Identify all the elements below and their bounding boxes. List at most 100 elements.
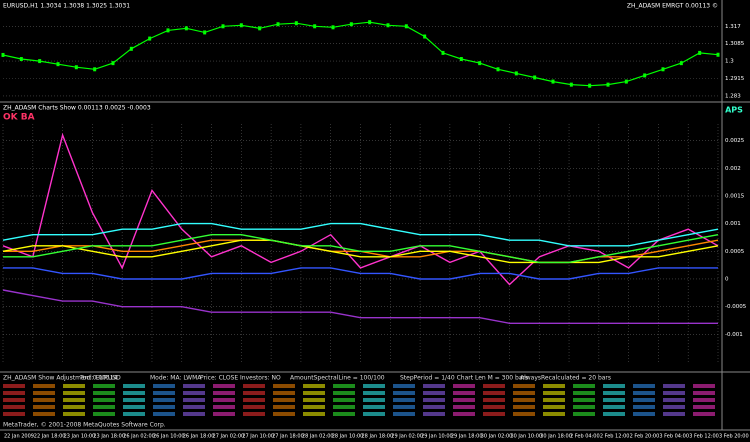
candle xyxy=(661,67,665,72)
table-cell xyxy=(3,405,25,409)
candle xyxy=(478,61,482,66)
y-tick-label: 0.0005 xyxy=(725,249,745,255)
table-cell xyxy=(213,412,235,416)
table-cell xyxy=(33,391,55,395)
table-cell xyxy=(333,412,355,416)
indicator-tag: APS xyxy=(725,106,743,115)
table-cell xyxy=(303,391,325,395)
candle xyxy=(423,34,427,39)
table-cell xyxy=(363,384,385,388)
candle xyxy=(386,23,390,28)
y-tick-label: 1.283 xyxy=(725,93,741,99)
table-cell xyxy=(363,391,385,395)
table-cell xyxy=(423,384,445,388)
table-cell xyxy=(543,398,565,402)
table-cell xyxy=(333,398,355,402)
table-header: Mode: MA: LWMA xyxy=(150,375,202,382)
price-title: EURUSD,H1 1.3034 1.3038 1.3025 1.3031 xyxy=(3,3,130,10)
table-header: Tool: EURUSD xyxy=(79,375,121,382)
candle xyxy=(93,67,97,72)
candle xyxy=(551,79,555,84)
x-tick-label: 29 Jan 10:00 xyxy=(421,434,453,440)
table-cell xyxy=(513,391,535,395)
data-line xyxy=(2,222,719,247)
x-tick-label: 30 Jan 18:00 xyxy=(540,434,572,440)
table-cell xyxy=(93,384,115,388)
table-cell xyxy=(513,398,535,402)
table-cell xyxy=(573,405,595,409)
x-tick-label: 2 Feb 20:00 xyxy=(630,434,660,440)
table-cell xyxy=(543,384,565,388)
table-cell xyxy=(273,391,295,395)
table-cell xyxy=(573,412,595,416)
table-cell xyxy=(423,405,445,409)
table-cell xyxy=(153,391,175,395)
table-cell xyxy=(33,384,55,388)
table-cell xyxy=(483,412,505,416)
table-cell xyxy=(693,391,715,395)
table-cell xyxy=(633,412,655,416)
x-tick-label: 26 Jan 02:00 xyxy=(123,434,155,440)
table-cell xyxy=(303,398,325,402)
table-cell xyxy=(303,405,325,409)
table-cell xyxy=(33,412,55,416)
table-cell xyxy=(303,384,325,388)
table-cell xyxy=(123,398,145,402)
x-tick-label: 27 Jan 18:00 xyxy=(272,434,304,440)
table-cell xyxy=(513,405,535,409)
table-cell xyxy=(213,398,235,402)
y-tick-label: 0.0015 xyxy=(725,193,745,199)
x-tick-label: 28 Jan 18:00 xyxy=(362,434,394,440)
table-cell xyxy=(603,384,625,388)
table-cell xyxy=(153,384,175,388)
price-indicator: ZH_ADASM EMRGT 0.00113 © xyxy=(627,3,718,10)
indicator-tag: OK BA xyxy=(3,113,35,123)
candle xyxy=(404,24,408,29)
table-cell xyxy=(3,391,25,395)
candle xyxy=(294,21,298,26)
candle xyxy=(349,22,353,27)
table-cell xyxy=(3,398,25,402)
table-cell xyxy=(63,412,85,416)
table-cell xyxy=(393,412,415,416)
candle xyxy=(496,67,500,72)
candle xyxy=(258,26,262,31)
candle xyxy=(588,83,592,88)
x-tick-label: 23 Jan 18:00 xyxy=(93,434,125,440)
table-cell xyxy=(183,391,205,395)
y-tick-label: 0.0025 xyxy=(725,138,745,144)
table-cell xyxy=(63,384,85,388)
table-cell xyxy=(603,398,625,402)
copyright: MetaTrader, © 2001-2008 MetaQuotes Softw… xyxy=(3,422,166,429)
table-cell xyxy=(603,405,625,409)
data-line xyxy=(3,267,718,280)
table-cell xyxy=(123,412,145,416)
y-tick-label: -0.0005 xyxy=(725,304,747,310)
x-tick-label: 22 Jan 2009 xyxy=(4,434,34,440)
table-cell xyxy=(123,405,145,409)
table-cell xyxy=(93,412,115,416)
candle xyxy=(698,50,702,55)
table-cell xyxy=(453,384,475,388)
table-header: AmountSpectralLine = 100/100 xyxy=(290,375,385,382)
table-cell xyxy=(633,384,655,388)
table-cell xyxy=(33,398,55,402)
table-cell xyxy=(93,391,115,395)
table-cell xyxy=(183,405,205,409)
candle xyxy=(166,28,170,33)
table-cell xyxy=(363,405,385,409)
y-tick-label: 1.3 xyxy=(725,59,734,65)
table-cell xyxy=(363,412,385,416)
x-tick-label: 2 Feb 04:00 xyxy=(570,434,600,440)
table-header: ZH_ADASM Show Adjustment 0.00514 xyxy=(3,375,118,382)
table-cell xyxy=(333,391,355,395)
table-cell xyxy=(123,384,145,388)
table-cell xyxy=(513,412,535,416)
table-cell xyxy=(303,412,325,416)
table-cell xyxy=(423,391,445,395)
table-cell xyxy=(453,391,475,395)
table-cell xyxy=(573,391,595,395)
table-cell xyxy=(243,398,265,402)
data-line xyxy=(2,239,719,264)
